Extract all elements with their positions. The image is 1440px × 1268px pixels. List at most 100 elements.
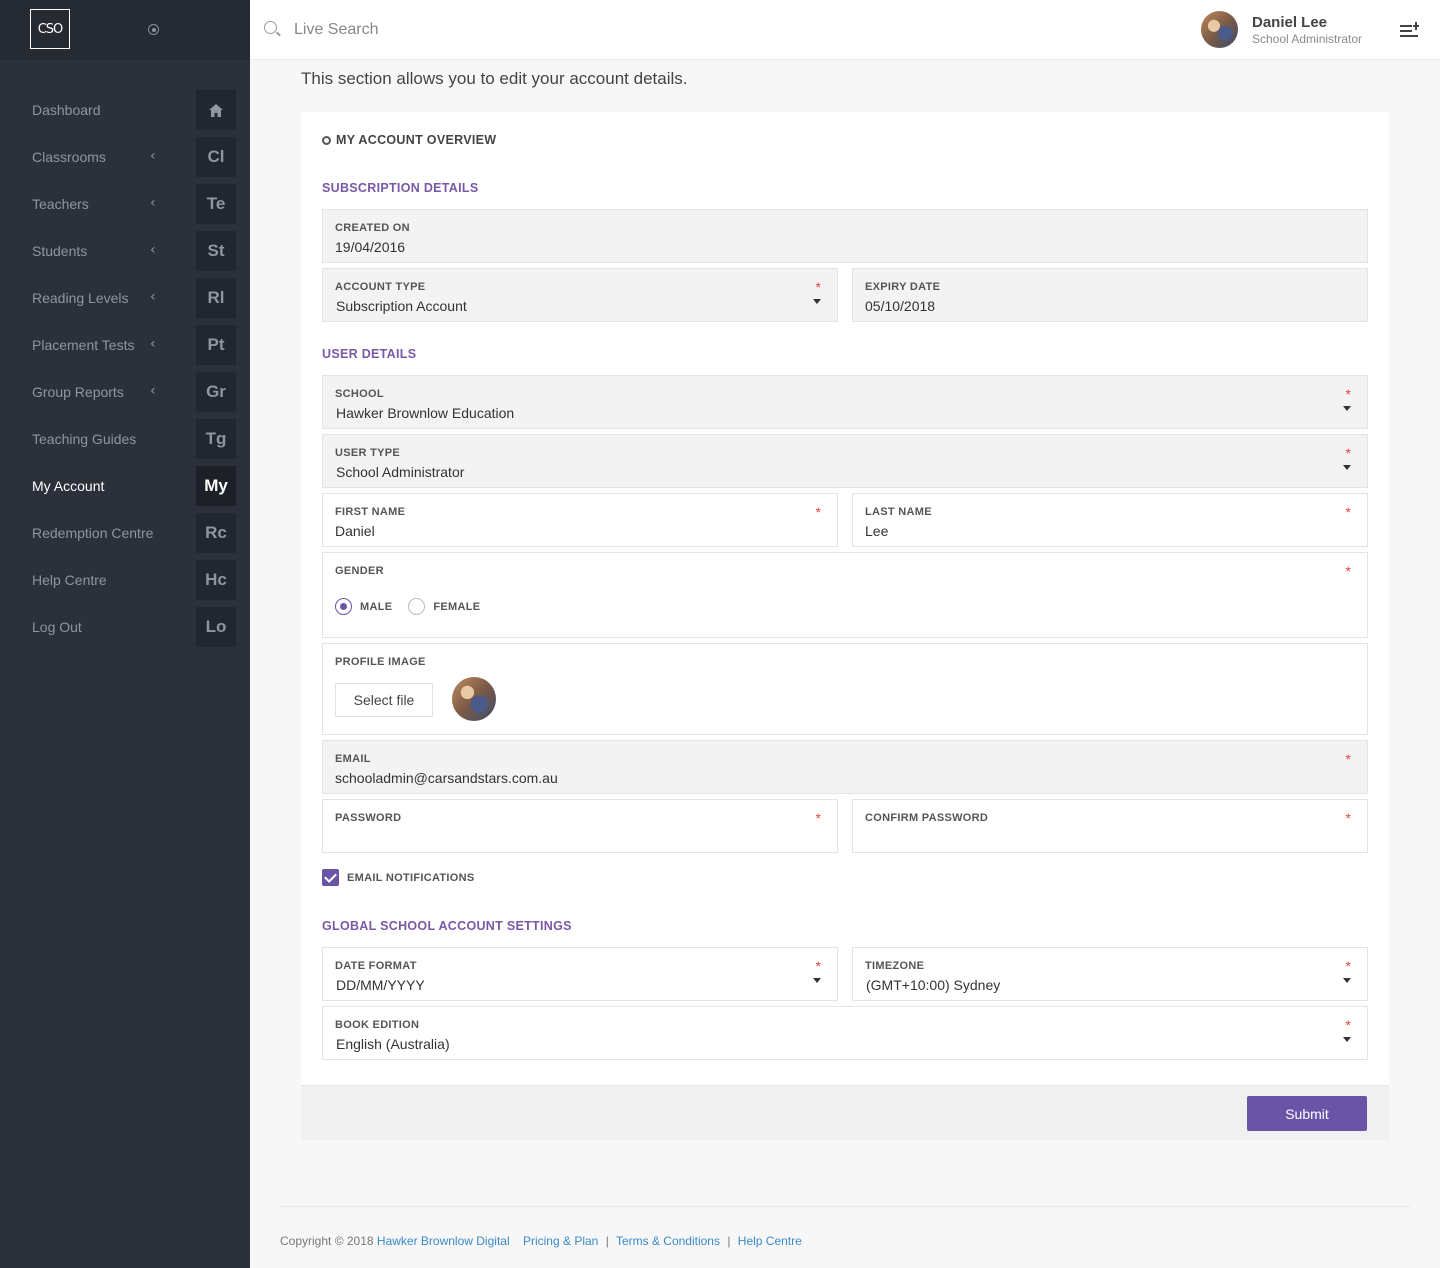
caret-down-icon [1343, 465, 1351, 470]
sidebar-item-label: Redemption Centre [32, 525, 154, 541]
sidebar-item-badge: Tg [196, 419, 236, 459]
password-field[interactable]: PASSWORD * [322, 799, 838, 853]
copyright-text: Copyright © 2018 [280, 1234, 374, 1248]
panel-title-text: MY ACCOUNT OVERVIEW [336, 133, 497, 147]
sidebar-nav: Dashboard Classrooms ‹ Cl Teachers ‹ Te Student… [0, 87, 250, 651]
last-name-value[interactable]: Lee [865, 523, 889, 539]
form-actions: Submit [301, 1085, 1389, 1140]
required-marker: * [1345, 563, 1351, 579]
sidebar-item-log-out[interactable]: Log Out Lo [0, 604, 250, 651]
sidebar-item-badge: Cl [196, 137, 236, 177]
pricing-plan-link[interactable]: Pricing & Plan [522, 1234, 599, 1248]
required-marker: * [1345, 386, 1351, 402]
sidebar-item-label: Placement Tests [32, 337, 135, 353]
page-intro: This section allows you to edit your acc… [301, 69, 688, 88]
chevron-left-icon: ‹ [150, 242, 156, 258]
school-select[interactable]: SCHOOL * Hawker Brownlow Education [322, 375, 1368, 429]
footer-separator: | [727, 1234, 731, 1248]
required-marker: * [1345, 751, 1351, 767]
sidebar-toggle-icon[interactable] [148, 24, 159, 35]
search-icon[interactable] [264, 21, 277, 34]
gender-female-radio[interactable] [408, 598, 426, 615]
book-edition-select[interactable]: BOOK EDITION * English (Australia) [322, 1006, 1368, 1060]
date-format-select[interactable]: DATE FORMAT * DD/MM/YYYY [322, 947, 838, 1001]
account-type-select[interactable]: ACCOUNT TYPE * Subscription Account [322, 268, 838, 322]
expiry-date-value: 05/10/2018 [865, 298, 936, 314]
timezone-label: TIMEZONE [865, 960, 925, 972]
sidebar-item-dashboard[interactable]: Dashboard [0, 87, 250, 134]
required-marker: * [815, 504, 821, 520]
sidebar-item-reading-levels[interactable]: Reading Levels ‹ Rl [0, 275, 250, 322]
footer-separator: | [605, 1234, 609, 1248]
chevron-left-icon: ‹ [150, 148, 156, 164]
sidebar-item-label: Teaching Guides [32, 431, 137, 447]
gender-male-label[interactable]: MALE [360, 600, 393, 613]
first-name-value[interactable]: Daniel [335, 523, 375, 539]
user-avatar[interactable] [1201, 11, 1238, 48]
add-list-icon[interactable] [1400, 22, 1419, 38]
last-name-label: LAST NAME [865, 506, 932, 518]
sidebar-item-label: Group Reports [32, 384, 124, 400]
required-marker: * [815, 958, 821, 974]
email-notifications-checkbox[interactable] [322, 869, 339, 886]
sidebar-item-label: Dashboard [32, 102, 101, 118]
help-centre-link[interactable]: Help Centre [737, 1234, 802, 1248]
school-label: SCHOOL [335, 388, 384, 400]
gender-field: GENDER * MALE FEMALE [322, 552, 1368, 638]
email-field[interactable]: EMAIL * schooladmin@carsandstars.com.au [322, 740, 1368, 794]
home-icon [196, 90, 236, 130]
required-marker: * [1345, 1017, 1351, 1033]
gender-label: GENDER [335, 565, 384, 577]
user-type-label: USER TYPE [335, 447, 401, 459]
gear-icon [322, 135, 331, 145]
sidebar: CSO Dashboard Classrooms ‹ Cl Teachers ‹ Te Stu… [0, 0, 250, 1268]
sidebar-item-help-centre[interactable]: Help Centre Hc [0, 557, 250, 604]
submit-button[interactable]: Submit [1247, 1096, 1367, 1131]
sidebar-item-label: Students [32, 243, 88, 259]
email-notifications-label[interactable]: EMAIL NOTIFICATIONS [347, 871, 475, 884]
section-global-settings: GLOBAL SCHOOL ACCOUNT SETTINGS [322, 919, 572, 933]
gender-male-radio[interactable] [335, 598, 352, 615]
sidebar-item-students[interactable]: Students ‹ St [0, 228, 250, 275]
user-name[interactable]: Daniel Lee [1252, 14, 1328, 31]
sidebar-item-my-account[interactable]: My Account My [0, 463, 250, 510]
confirm-password-field[interactable]: CONFIRM PASSWORD * [852, 799, 1368, 853]
sidebar-item-redemption-centre[interactable]: Redemption Centre Rc [0, 510, 250, 557]
required-marker: * [1345, 445, 1351, 461]
terms-conditions-link[interactable]: Terms & Conditions [615, 1234, 720, 1248]
chevron-left-icon: ‹ [150, 195, 156, 211]
main-content: This section allows you to edit your acc… [250, 60, 1440, 1268]
app-logo[interactable]: CSO [30, 9, 70, 49]
profile-image-label: PROFILE IMAGE [335, 656, 426, 668]
last-name-field[interactable]: LAST NAME * Lee [852, 493, 1368, 547]
sidebar-item-label: Log Out [32, 619, 82, 635]
sidebar-item-badge: Pt [196, 325, 236, 365]
password-label: PASSWORD [335, 812, 402, 824]
email-value[interactable]: schooladmin@carsandstars.com.au [335, 770, 558, 786]
first-name-field[interactable]: FIRST NAME * Daniel [322, 493, 838, 547]
sidebar-item-classrooms[interactable]: Classrooms ‹ Cl [0, 134, 250, 181]
confirm-password-label: CONFIRM PASSWORD [865, 812, 989, 824]
select-file-button[interactable]: Select file [335, 683, 433, 717]
sidebar-item-teachers[interactable]: Teachers ‹ Te [0, 181, 250, 228]
expiry-date-field: EXPIRY DATE 05/10/2018 [852, 268, 1368, 322]
sidebar-item-label: My Account [32, 478, 105, 494]
sidebar-item-badge: Hc [196, 560, 236, 600]
company-link[interactable]: Hawker Brownlow Digital [376, 1234, 510, 1248]
gender-female-label[interactable]: FEMALE [433, 600, 481, 613]
user-type-value: School Administrator [336, 464, 465, 480]
sidebar-item-group-reports[interactable]: Group Reports ‹ Gr [0, 369, 250, 416]
created-on-label: CREATED ON [335, 222, 410, 234]
live-search-input[interactable] [294, 18, 594, 42]
user-type-select[interactable]: USER TYPE * School Administrator [322, 434, 1368, 488]
footer-divider [280, 1206, 1410, 1207]
date-format-label: DATE FORMAT [335, 960, 417, 972]
section-user-details: USER DETAILS [322, 347, 417, 361]
sidebar-item-teaching-guides[interactable]: Teaching Guides Tg [0, 416, 250, 463]
profile-image-preview [452, 677, 496, 721]
sidebar-item-placement-tests[interactable]: Placement Tests ‹ Pt [0, 322, 250, 369]
required-marker: * [1345, 810, 1351, 826]
account-type-label: ACCOUNT TYPE [335, 281, 426, 293]
sidebar-item-badge: Rc [196, 513, 236, 553]
timezone-select[interactable]: TIMEZONE * (GMT+10:00) Sydney [852, 947, 1368, 1001]
